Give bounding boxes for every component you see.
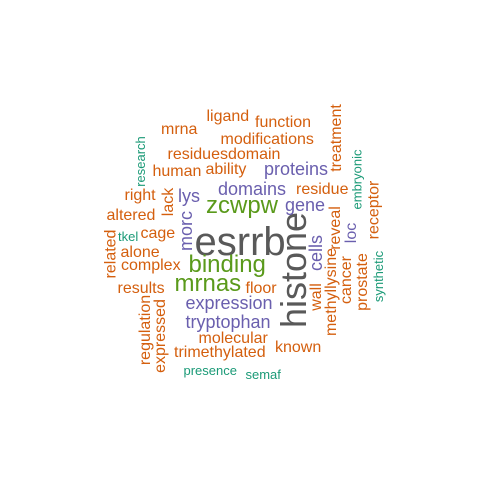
word-ability: ability [205,161,247,178]
word-receptor: receptor [364,180,382,240]
word-altered: altered [106,207,156,224]
word-alone: alone [120,244,160,261]
word-morc: morc [176,211,196,251]
word-embryonic: embryonic [349,149,365,209]
word-right: right [124,187,156,204]
word-cancer: cancer [338,255,356,305]
word-ligand: ligand [206,108,250,125]
word-expression: expression [185,293,273,313]
word-prostate: prostate [353,253,371,311]
word-expressed: expressed [151,299,169,373]
word-semaf: semaf [245,366,281,382]
word-residuesdomain: residuesdomain [167,146,281,163]
word-research: research [132,135,148,187]
word-esrrb: esrrb [194,220,286,264]
word-mrnas: mrnas [174,270,242,297]
word-synthetic: synthetic [370,250,386,302]
word-human: human [152,163,202,180]
word-gene: gene [285,195,326,215]
word-lack: lack [160,187,178,217]
word-treatment: treatment [327,104,345,172]
word-presence: presence [183,362,237,378]
word-complex: complex [121,257,181,274]
word-loc: loc [343,222,361,244]
word-mrna: mrna [161,121,198,138]
word-floor: floor [245,280,277,297]
word-modifications: modifications [220,131,314,148]
word-residue: residue [296,181,349,198]
word-known: known [275,339,322,356]
word-cage: cage [140,225,176,242]
word-results: results [117,280,165,297]
word-molecular: molecular [198,330,268,347]
word-domains: domains [218,179,287,199]
word-tkel: tkel [118,228,139,244]
word-related: related [101,229,119,279]
word-tryptophan: tryptophan [185,312,271,332]
word-function: function [255,114,312,131]
word-trimethylated: trimethylated [174,344,266,361]
word-zcwpw: zcwpw [206,192,279,219]
word-binding: binding [188,251,266,278]
word-lys: lys [178,186,200,206]
word-proteins: proteins [264,159,329,179]
word-reveal: reveal [326,206,344,250]
